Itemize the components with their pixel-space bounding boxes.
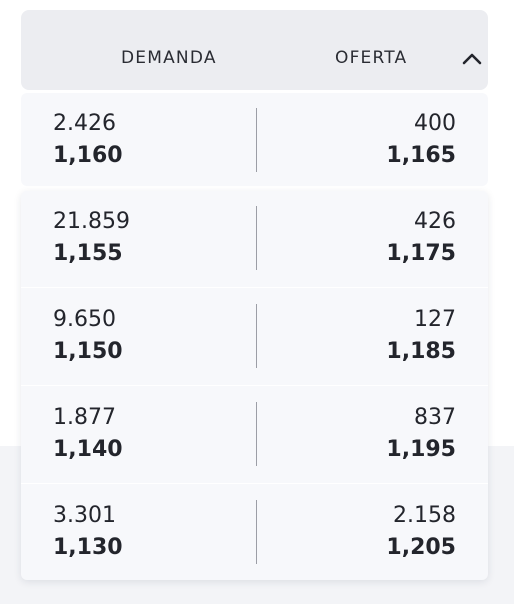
order-book-row: 1.877 1,140 837 1,195 [21,387,488,485]
order-book-levels: 21.859 1,155 426 1,175 9.650 1,150 127 1… [21,191,488,580]
ask-price: 1,205 [386,535,456,560]
chevron-up-icon[interactable] [461,50,483,66]
order-book-row: 3.301 1,130 2.158 1,205 [21,485,488,583]
row-divider [21,385,488,386]
bid-price: 1,160 [53,143,123,168]
order-book-row: 21.859 1,155 426 1,175 [21,191,488,289]
bid-price: 1,140 [53,437,123,462]
offer-column-header: OFERTA [335,48,408,68]
ask-quantity: 400 [414,111,456,136]
ask-price: 1,185 [386,339,456,364]
bid-price: 1,150 [53,339,123,364]
ask-price: 1,175 [386,241,456,266]
bid-price: 1,155 [53,241,123,266]
row-divider [21,287,488,288]
ask-quantity: 426 [414,209,456,234]
ask-quantity: 2.158 [393,503,456,528]
row-divider [21,483,488,484]
bid-quantity: 2.426 [53,111,116,136]
bid-quantity: 1.877 [53,405,116,430]
order-book-row: 9.650 1,150 127 1,185 [21,289,488,387]
column-separator [256,402,257,466]
column-separator [256,500,257,564]
ask-quantity: 837 [414,405,456,430]
bid-quantity: 21.859 [53,209,130,234]
demand-column-header: DEMANDA [121,48,217,68]
ask-price: 1,195 [386,437,456,462]
order-book-row-best: 2.426 1,160 400 1,165 [21,93,488,186]
column-separator [256,304,257,368]
ask-quantity: 127 [414,307,456,332]
bid-quantity: 9.650 [53,307,116,332]
column-separator [256,108,257,172]
order-book-header[interactable]: DEMANDA OFERTA [21,10,488,90]
column-separator [256,206,257,270]
bid-price: 1,130 [53,535,123,560]
ask-price: 1,165 [386,143,456,168]
bid-quantity: 3.301 [53,503,116,528]
